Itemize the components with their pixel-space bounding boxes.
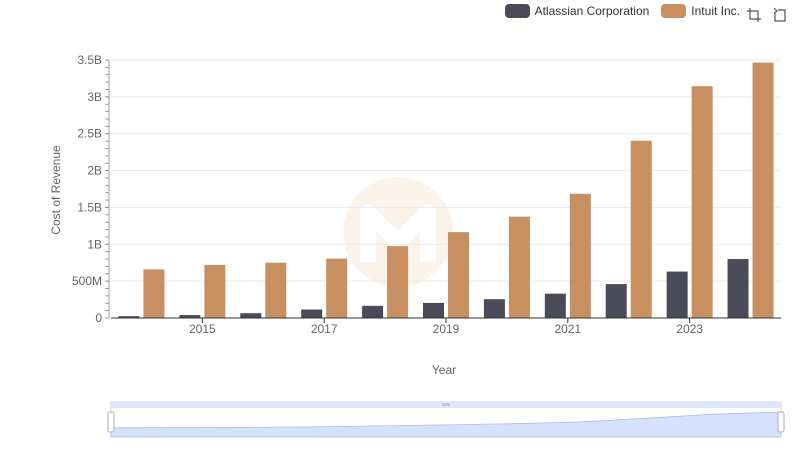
bar-atlassian-2015[interactable] xyxy=(179,315,201,318)
y-axis: 0 500M 1B 1.5B 2B 2.5B 3B 3.5B xyxy=(72,53,110,325)
legend-swatch-intuit xyxy=(661,4,687,18)
bar-intuit-2020[interactable] xyxy=(508,216,530,318)
bar-intuit-2022[interactable] xyxy=(630,140,652,318)
y-tick-label: 3B xyxy=(87,90,102,104)
legend-swatch-atlassian xyxy=(504,4,530,18)
bar-atlassian-2023[interactable] xyxy=(666,271,688,318)
y-tick-label: 0 xyxy=(95,311,102,325)
x-axis-title: Year xyxy=(432,363,456,377)
bar-intuit-2015[interactable] xyxy=(204,264,226,318)
y-tick-label: 2.5B xyxy=(77,127,102,141)
bar-atlassian-2021[interactable] xyxy=(544,293,566,318)
bar-intuit-2014[interactable] xyxy=(143,269,165,318)
bar-intuit-2018[interactable] xyxy=(387,246,409,318)
chart-toolbox xyxy=(746,7,788,23)
bar-atlassian-2018[interactable] xyxy=(362,305,384,318)
legend-item-intuit[interactable]: Intuit Inc. xyxy=(661,4,740,18)
x-tick-label: 2015 xyxy=(189,322,216,336)
bar-intuit-2017[interactable] xyxy=(326,258,348,318)
bar-atlassian-2014[interactable] xyxy=(118,316,140,318)
bar-intuit-2021[interactable] xyxy=(569,193,591,318)
zoom-icon[interactable] xyxy=(746,7,762,23)
y-tick-label: 1B xyxy=(87,237,102,251)
slider-preview-area xyxy=(110,411,782,438)
bar-atlassian-2020[interactable] xyxy=(483,299,505,318)
slider-handle-right[interactable] xyxy=(777,411,785,433)
y-tick-label: 2B xyxy=(87,164,102,178)
x-tick-label: 2021 xyxy=(554,322,581,336)
bar-atlassian-2016[interactable] xyxy=(240,313,262,318)
slider-grip[interactable] xyxy=(442,403,450,406)
bar-atlassian-2019[interactable] xyxy=(423,302,444,318)
x-axis: 2015 2017 2019 2021 2023 xyxy=(111,317,781,336)
legend-item-atlassian[interactable]: Atlassian Corporation xyxy=(504,4,650,18)
x-tick-label: 2023 xyxy=(676,322,703,336)
x-tick-label: 2019 xyxy=(433,322,460,336)
bars xyxy=(118,62,774,318)
bar-intuit-2024[interactable] xyxy=(752,62,774,318)
bar-intuit-2019[interactable] xyxy=(448,232,469,318)
y-tick-label: 3.5B xyxy=(77,53,102,67)
restore-icon[interactable] xyxy=(772,7,788,23)
bar-atlassian-2022[interactable] xyxy=(605,284,627,318)
legend-label-intuit: Intuit Inc. xyxy=(691,4,740,18)
y-axis-title: Cost of Revenue xyxy=(49,145,63,235)
data-zoom-slider[interactable] xyxy=(107,401,785,438)
slider-handle-left[interactable] xyxy=(107,411,115,433)
bar-intuit-2016[interactable] xyxy=(265,262,287,318)
bar-intuit-2023[interactable] xyxy=(691,86,713,318)
x-tick-label: 2017 xyxy=(311,322,338,336)
bar-atlassian-2024[interactable] xyxy=(727,259,749,318)
y-tick-label: 500M xyxy=(72,274,102,288)
y-tick-label: 1.5B xyxy=(77,200,102,214)
watermark-logo xyxy=(343,177,453,287)
chart-legend: Atlassian Corporation Intuit Inc. xyxy=(504,4,740,18)
legend-label-atlassian: Atlassian Corporation xyxy=(534,4,650,18)
bar-atlassian-2017[interactable] xyxy=(301,309,323,318)
